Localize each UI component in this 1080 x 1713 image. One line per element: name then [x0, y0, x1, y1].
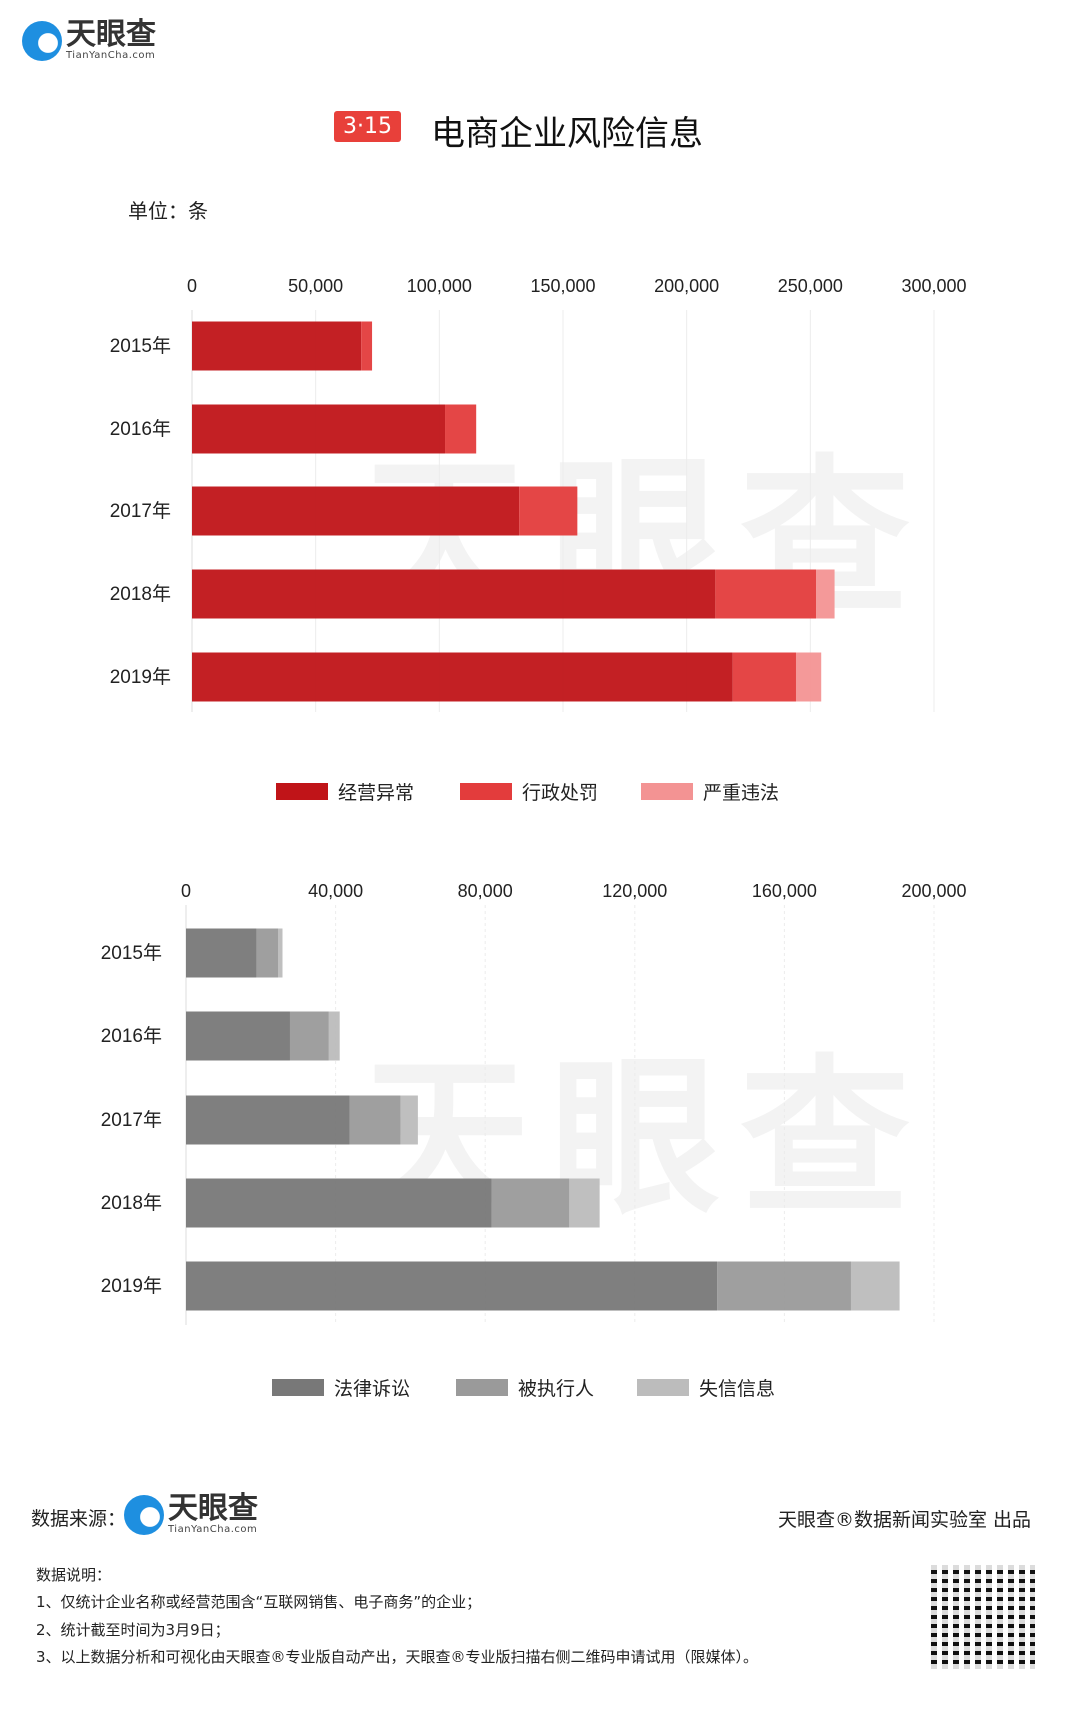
- bar-segment: [328, 1011, 340, 1061]
- note-item: 3、以上数据分析和可视化由天眼查®专业版自动产出，天眼查®专业版扫描右侧二维码申…: [36, 1648, 759, 1666]
- legend-label: 行政处罚: [522, 782, 599, 804]
- logo-subtext: TianYanCha.com: [168, 1524, 258, 1535]
- bar-segment: [795, 652, 822, 702]
- tianyancha-logo: 天眼查 TianYanCha.com: [22, 20, 156, 61]
- x-tick-label: 0: [187, 276, 197, 296]
- legend-label: 法律诉讼: [334, 1378, 411, 1400]
- legend-label: 被执行人: [518, 1378, 595, 1400]
- bar-segment: [192, 486, 520, 536]
- y-category-label: 2015年: [101, 942, 162, 964]
- legend-label: 失信信息: [699, 1378, 776, 1400]
- x-tick-label: 40,000: [308, 881, 363, 901]
- bar-segment: [715, 569, 817, 619]
- bar-segment: [850, 1261, 900, 1311]
- x-tick-label: 200,000: [654, 276, 719, 296]
- bar-segment: [361, 321, 373, 371]
- x-tick-label: 300,000: [901, 276, 966, 296]
- tianyancha-logo-icon: [124, 1494, 164, 1535]
- bar-segment: [400, 1095, 418, 1145]
- legend-item: 被执行人: [456, 1374, 594, 1401]
- legend-swatch: [637, 1379, 689, 1396]
- unit-label: 单位：条: [128, 199, 208, 223]
- bar-segment: [491, 1178, 570, 1228]
- y-category-label: 2018年: [110, 583, 171, 605]
- tianyancha-logo-icon: [22, 20, 62, 61]
- x-tick-label: 120,000: [602, 881, 667, 901]
- bar-segment: [519, 486, 578, 536]
- y-category-label: 2017年: [101, 1109, 162, 1131]
- x-tick-label: 100,000: [407, 276, 472, 296]
- logo-text: 天眼查: [168, 1491, 258, 1526]
- bar-segment: [569, 1178, 600, 1228]
- legend-item: 行政处罚: [460, 778, 598, 805]
- logo-text: 天眼查: [66, 17, 156, 52]
- bar-segment: [717, 1261, 851, 1311]
- y-category-label: 2017年: [110, 500, 171, 522]
- bar-segment: [192, 321, 362, 371]
- logo-subtext: TianYanCha.com: [66, 50, 156, 61]
- note-item: 2、统计截至时间为3月9日；: [36, 1621, 230, 1639]
- legend-item: 严重违法: [641, 778, 779, 805]
- legend-item: 经营异常: [276, 778, 414, 805]
- note-item: 1、仅统计企业名称或经营范围含“互联网销售、电子商务”的企业；: [36, 1593, 482, 1611]
- notes-title: 数据说明：: [36, 1566, 112, 1584]
- legend-swatch: [460, 783, 512, 800]
- page-title: 电商企业风险信息: [431, 114, 703, 154]
- bar-segment: [816, 569, 835, 619]
- bar-segment: [186, 1095, 350, 1145]
- source-label: 数据来源：: [31, 1508, 127, 1530]
- legend-swatch: [276, 783, 328, 800]
- source-logo: 天眼查 TianYanCha.com: [124, 1494, 258, 1535]
- x-tick-label: 80,000: [458, 881, 513, 901]
- y-category-label: 2019年: [110, 666, 171, 688]
- bar-segment: [192, 404, 446, 454]
- qr-code[interactable]: [931, 1565, 1035, 1669]
- bar-segment: [186, 928, 257, 978]
- bar-segment: [349, 1095, 401, 1145]
- y-category-label: 2018年: [101, 1192, 162, 1214]
- credit-text: 天眼查®数据新闻实验室 出品: [777, 1509, 1031, 1531]
- x-tick-label: 160,000: [752, 881, 817, 901]
- y-category-label: 2016年: [110, 418, 171, 440]
- bar-segment: [186, 1011, 290, 1061]
- legend-label: 经营异常: [338, 782, 415, 804]
- legend-swatch: [641, 783, 693, 800]
- bar-segment: [256, 928, 279, 978]
- x-tick-label: 150,000: [530, 276, 595, 296]
- legend-item: 法律诉讼: [272, 1374, 410, 1401]
- legend-swatch: [272, 1379, 324, 1396]
- bar-segment: [445, 404, 477, 454]
- bar-segment: [732, 652, 796, 702]
- bar-segment: [192, 569, 716, 619]
- y-category-label: 2016年: [101, 1025, 162, 1047]
- legend-item: 失信信息: [637, 1374, 775, 1401]
- bar-segment: [186, 1178, 492, 1228]
- bar-segment: [278, 928, 283, 978]
- bar-segment: [289, 1011, 329, 1061]
- bar-segment: [186, 1261, 718, 1311]
- bar-segment: [192, 652, 733, 702]
- y-category-label: 2015年: [110, 335, 171, 357]
- x-tick-label: 0: [181, 881, 191, 901]
- legend-swatch: [456, 1379, 508, 1396]
- 315-badge: 3·15: [334, 111, 401, 142]
- x-tick-label: 50,000: [288, 276, 343, 296]
- legend-label: 严重违法: [703, 782, 780, 804]
- x-tick-label: 250,000: [778, 276, 843, 296]
- x-tick-label: 200,000: [901, 881, 966, 901]
- y-category-label: 2019年: [101, 1275, 162, 1297]
